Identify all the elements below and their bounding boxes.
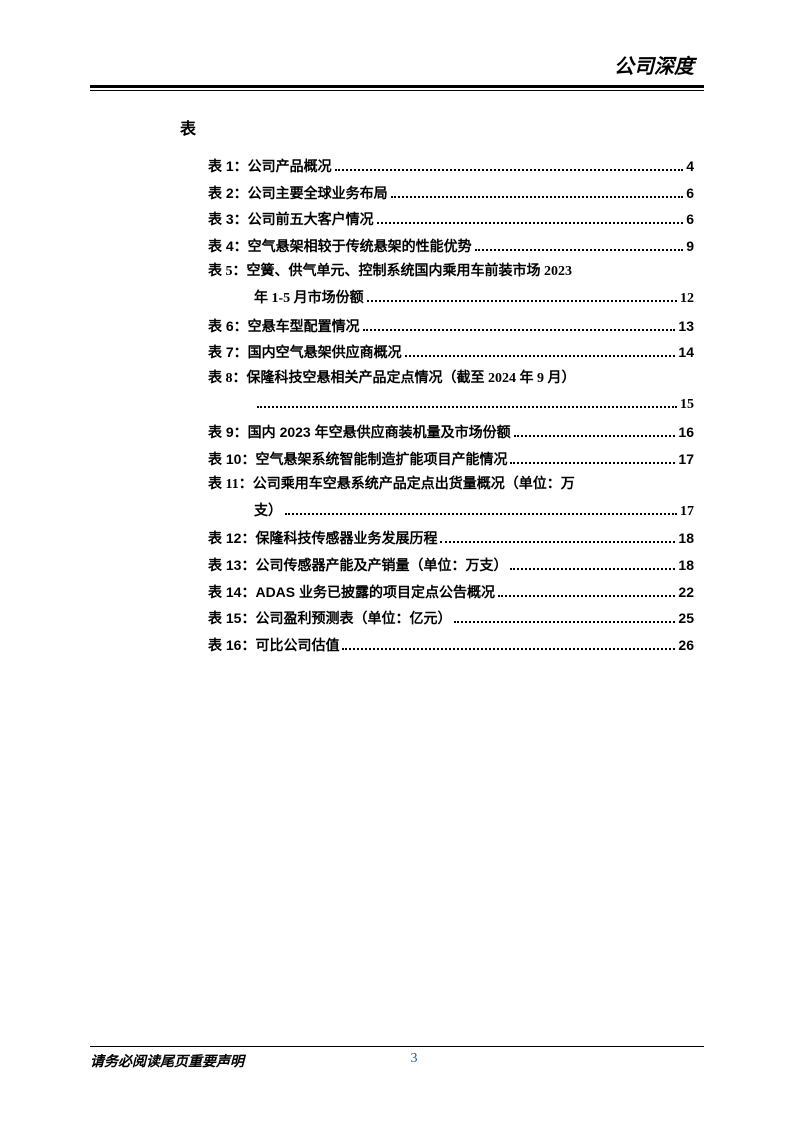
- table-of-contents: 表 1：公司产品概况 4 表 2：公司主要全球业务布局 6 表 3：公司前五大客户情况 6…: [180, 153, 694, 658]
- footer-spacer: [584, 1051, 704, 1071]
- toc-entry: 表 5：空簧、供气单元、控制系统国内乘用车前装市场 2023年 1-5 月市场份…: [208, 259, 694, 312]
- footer-row: 请务必阅读尾页重要声明 3: [90, 1051, 704, 1071]
- toc-page: 17: [678, 446, 694, 473]
- footer-disclaimer: 请务必阅读尾页重要声明: [90, 1051, 244, 1071]
- toc-leader-dots: [510, 568, 675, 570]
- toc-entry: 表 15：公司盈利预测表（单位：亿元） 25: [208, 605, 694, 632]
- toc-page: 13: [678, 313, 694, 340]
- toc-leader-dots: [342, 648, 675, 650]
- toc-leader-dots: [514, 435, 676, 437]
- toc-label: 表 4：空气悬架相较于传统悬架的性能优势: [208, 233, 472, 260]
- toc-label: 表 12：保隆科技传感器业务发展历程: [208, 525, 437, 552]
- toc-page: 18: [678, 525, 694, 552]
- toc-label: 表 8：保隆科技空悬相关产品定点情况（截至 2024 年 9 月）: [208, 366, 694, 393]
- toc-label: 表 15：公司盈利预测表（单位：亿元）: [208, 605, 451, 632]
- toc-page: 6: [686, 180, 694, 207]
- toc-page: 22: [678, 579, 694, 606]
- toc-label: 表 5：空簧、供气单元、控制系统国内乘用车前装市场 2023: [208, 259, 694, 286]
- toc-page: 4: [686, 153, 694, 180]
- footer: 请务必阅读尾页重要声明 3: [90, 1046, 704, 1071]
- toc-label-cont: 支）: [254, 499, 282, 526]
- toc-leader-dots: [498, 595, 675, 597]
- toc-page: 16: [678, 419, 694, 446]
- toc-entry: 表 1：公司产品概况 4: [208, 153, 694, 180]
- toc-page: 15: [680, 392, 694, 419]
- content-area: 表 表 1：公司产品概况4表 2：公司主要全球业务布局6表 3：公司前五大客户情…: [90, 115, 704, 658]
- toc-label: 表 16：可比公司估值: [208, 632, 339, 659]
- toc-page: 25: [678, 605, 694, 632]
- toc-leader-dots: [510, 462, 675, 464]
- toc-entry: 表 9：国内 2023 年空悬供应商装机量及市场份额 16: [208, 419, 694, 446]
- toc-entry: 表 8：保隆科技空悬相关产品定点情况（截至 2024 年 9 月）15: [208, 366, 694, 419]
- footer-rule: [90, 1046, 704, 1047]
- toc-leader-dots: [440, 541, 675, 543]
- toc-entry: 表 6：空悬车型配置情况 13: [208, 313, 694, 340]
- toc-page: 12: [680, 286, 694, 313]
- toc-leader-dots: [475, 249, 684, 251]
- toc-leader-dots: [285, 513, 677, 515]
- toc-page: 17: [680, 499, 694, 526]
- toc-leader-dots: [454, 621, 675, 623]
- toc-entry: 表 13：公司传感器产能及产销量（单位：万支） 18: [208, 552, 694, 579]
- toc-entry: 表 10：空气悬架系统智能制造扩能项目产能情况 17: [208, 446, 694, 473]
- toc-leader-dots: [391, 196, 684, 198]
- toc-label: 表 2：公司主要全球业务布局: [208, 180, 388, 207]
- toc-entry: 表 16：可比公司估值 26: [208, 632, 694, 659]
- toc-label: 表 11：公司乘用车空悬系统产品定点出货量概况（单位：万: [208, 472, 694, 499]
- header-title: 公司深度: [90, 50, 704, 85]
- toc-label: 表 9：国内 2023 年空悬供应商装机量及市场份额: [208, 419, 511, 446]
- toc-page: 18: [678, 552, 694, 579]
- toc-leader-dots: [405, 355, 676, 357]
- toc-label: 表 3：公司前五大客户情况: [208, 206, 374, 233]
- toc-leader-dots: [367, 300, 677, 302]
- toc-leader-dots: [363, 329, 676, 331]
- toc-label-cont: 年 1-5 月市场份额: [254, 286, 364, 313]
- toc-entry: 表 12：保隆科技传感器业务发展历程 18: [208, 525, 694, 552]
- toc-page: 9: [686, 233, 694, 260]
- toc-label: 表 6：空悬车型配置情况: [208, 313, 360, 340]
- toc-page: 14: [678, 339, 694, 366]
- toc-leader-dots: [377, 222, 684, 224]
- page-container: 公司深度 表 表 1：公司产品概况4表 2：公司主要全球业务布局6表 3：公司前…: [0, 0, 794, 1123]
- toc-label: 表 7：国内空气悬架供应商概况: [208, 339, 402, 366]
- toc-label: 表 1：公司产品概况: [208, 153, 332, 180]
- toc-label: 表 13：公司传感器产能及产销量（单位：万支）: [208, 552, 507, 579]
- toc-leader-dots: [257, 406, 677, 408]
- toc-entry: 表 7：国内空气悬架供应商概况 14: [208, 339, 694, 366]
- page-number: 3: [244, 1051, 584, 1071]
- toc-entry: 表 4：空气悬架相较于传统悬架的性能优势 9: [208, 233, 694, 260]
- header-rule: [90, 85, 704, 91]
- toc-entry: 表 3：公司前五大客户情况 6: [208, 206, 694, 233]
- toc-label: 表 14：ADAS 业务已披露的项目定点公告概况: [208, 579, 495, 606]
- toc-entry: 表 11：公司乘用车空悬系统产品定点出货量概况（单位：万支） 17: [208, 472, 694, 525]
- toc-label: 表 10：空气悬架系统智能制造扩能项目产能情况: [208, 446, 507, 473]
- toc-page: 6: [686, 206, 694, 233]
- toc-entry: 表 2：公司主要全球业务布局 6: [208, 180, 694, 207]
- toc-page: 26: [678, 632, 694, 659]
- toc-entry: 表 14：ADAS 业务已披露的项目定点公告概况 22: [208, 579, 694, 606]
- toc-leader-dots: [335, 169, 684, 171]
- section-heading: 表: [180, 115, 694, 139]
